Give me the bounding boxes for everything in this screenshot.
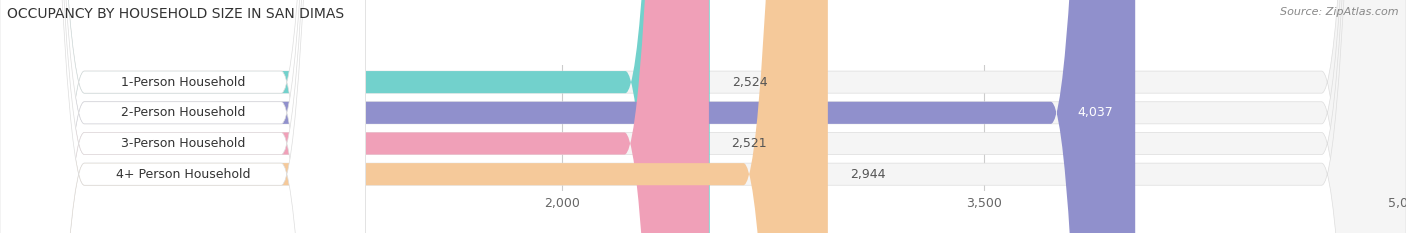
FancyBboxPatch shape — [0, 0, 366, 233]
Text: 4,037: 4,037 — [1077, 106, 1112, 119]
FancyBboxPatch shape — [0, 0, 366, 233]
FancyBboxPatch shape — [0, 0, 828, 233]
FancyBboxPatch shape — [0, 0, 1135, 233]
FancyBboxPatch shape — [0, 0, 709, 233]
FancyBboxPatch shape — [0, 0, 366, 233]
Text: OCCUPANCY BY HOUSEHOLD SIZE IN SAN DIMAS: OCCUPANCY BY HOUSEHOLD SIZE IN SAN DIMAS — [7, 7, 344, 21]
FancyBboxPatch shape — [0, 0, 366, 233]
Text: 2,944: 2,944 — [851, 168, 886, 181]
Text: 2,524: 2,524 — [733, 76, 768, 89]
Text: Source: ZipAtlas.com: Source: ZipAtlas.com — [1281, 7, 1399, 17]
Text: 2,521: 2,521 — [731, 137, 768, 150]
Text: 1-Person Household: 1-Person Household — [121, 76, 245, 89]
Text: 2-Person Household: 2-Person Household — [121, 106, 245, 119]
FancyBboxPatch shape — [0, 0, 710, 233]
Text: 3-Person Household: 3-Person Household — [121, 137, 245, 150]
Text: 4+ Person Household: 4+ Person Household — [115, 168, 250, 181]
